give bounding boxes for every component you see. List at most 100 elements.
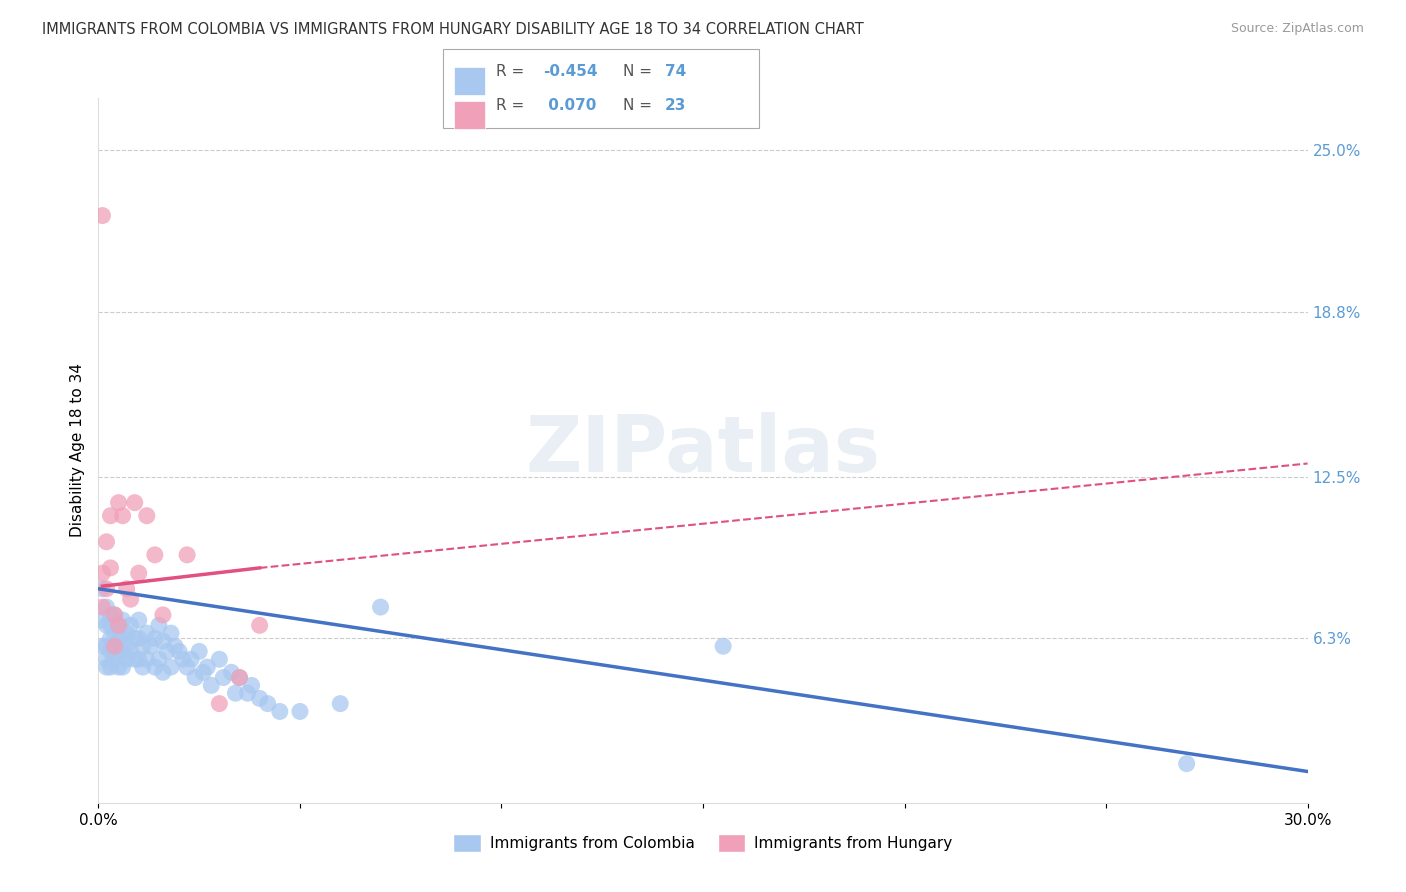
Text: 0.070: 0.070 — [543, 98, 596, 113]
Point — [91, 209, 114, 223]
Point — [135, 626, 157, 640]
Point — [711, 639, 734, 653]
Point — [184, 671, 207, 685]
Point — [288, 705, 311, 719]
Point — [139, 639, 162, 653]
Text: IMMIGRANTS FROM COLOMBIA VS IMMIGRANTS FROM HUNGARY DISABILITY AGE 18 TO 34 CORR: IMMIGRANTS FROM COLOMBIA VS IMMIGRANTS F… — [42, 22, 863, 37]
Point — [100, 607, 122, 622]
Point — [107, 632, 129, 646]
Point — [91, 639, 114, 653]
Point — [103, 626, 125, 640]
Text: N =: N = — [623, 98, 657, 113]
Point — [132, 639, 155, 653]
Point — [107, 660, 129, 674]
Point — [1175, 756, 1198, 771]
Point — [111, 613, 134, 627]
Point — [228, 671, 250, 685]
Legend: Immigrants from Colombia, Immigrants from Hungary: Immigrants from Colombia, Immigrants fro… — [447, 828, 959, 859]
Point — [120, 644, 142, 658]
Point — [176, 660, 198, 674]
Point — [212, 671, 235, 685]
Text: Source: ZipAtlas.com: Source: ZipAtlas.com — [1230, 22, 1364, 36]
Point — [96, 600, 118, 615]
Point — [135, 652, 157, 666]
Point — [152, 665, 174, 680]
Point — [160, 626, 183, 640]
Point — [115, 626, 138, 640]
Point — [115, 639, 138, 653]
Point — [193, 665, 215, 680]
Point — [163, 639, 186, 653]
Point — [107, 496, 129, 510]
Point — [107, 644, 129, 658]
Point — [91, 613, 114, 627]
Point — [111, 632, 134, 646]
Point — [143, 548, 166, 562]
Point — [91, 566, 114, 581]
Point — [100, 632, 122, 646]
Point — [240, 678, 263, 692]
Point — [143, 660, 166, 674]
Point — [269, 705, 291, 719]
Point — [143, 632, 166, 646]
Text: -0.454: -0.454 — [543, 64, 598, 79]
Point — [228, 671, 250, 685]
Y-axis label: Disability Age 18 to 34: Disability Age 18 to 34 — [69, 363, 84, 538]
Point — [156, 644, 179, 658]
Text: R =: R = — [496, 64, 530, 79]
Point — [195, 660, 218, 674]
Point — [103, 639, 125, 653]
Text: N =: N = — [623, 64, 657, 79]
Point — [128, 566, 150, 581]
Point — [236, 686, 259, 700]
Point — [91, 600, 114, 615]
Point — [188, 644, 211, 658]
Point — [256, 697, 278, 711]
Point — [96, 652, 118, 666]
Point — [100, 644, 122, 658]
Point — [221, 665, 243, 680]
Point — [103, 607, 125, 622]
Point — [111, 644, 134, 658]
Point — [132, 660, 155, 674]
Point — [96, 660, 118, 674]
Point — [152, 634, 174, 648]
Point — [107, 618, 129, 632]
Point — [167, 644, 190, 658]
Text: ZIPatlas: ZIPatlas — [526, 412, 880, 489]
Point — [103, 607, 125, 622]
Point — [176, 548, 198, 562]
Text: 74: 74 — [665, 64, 686, 79]
Point — [135, 508, 157, 523]
Point — [128, 652, 150, 666]
Point — [180, 652, 202, 666]
Point — [96, 534, 118, 549]
Point — [128, 613, 150, 627]
Point — [120, 618, 142, 632]
Point — [111, 508, 134, 523]
Point — [124, 632, 146, 646]
Point — [100, 660, 122, 674]
Point — [96, 618, 118, 632]
Point — [115, 582, 138, 596]
Point — [208, 697, 231, 711]
Point — [91, 582, 114, 596]
Text: 23: 23 — [665, 98, 686, 113]
Point — [329, 697, 352, 711]
Point — [249, 691, 271, 706]
Point — [103, 652, 125, 666]
Point — [128, 632, 150, 646]
Point — [160, 660, 183, 674]
Point — [111, 660, 134, 674]
Point — [100, 618, 122, 632]
Point — [124, 496, 146, 510]
Point — [224, 686, 246, 700]
Point — [172, 652, 194, 666]
Point — [100, 561, 122, 575]
Point — [370, 600, 392, 615]
Point — [103, 639, 125, 653]
Point — [200, 678, 222, 692]
Point — [148, 618, 170, 632]
Point — [96, 639, 118, 653]
Point — [148, 652, 170, 666]
